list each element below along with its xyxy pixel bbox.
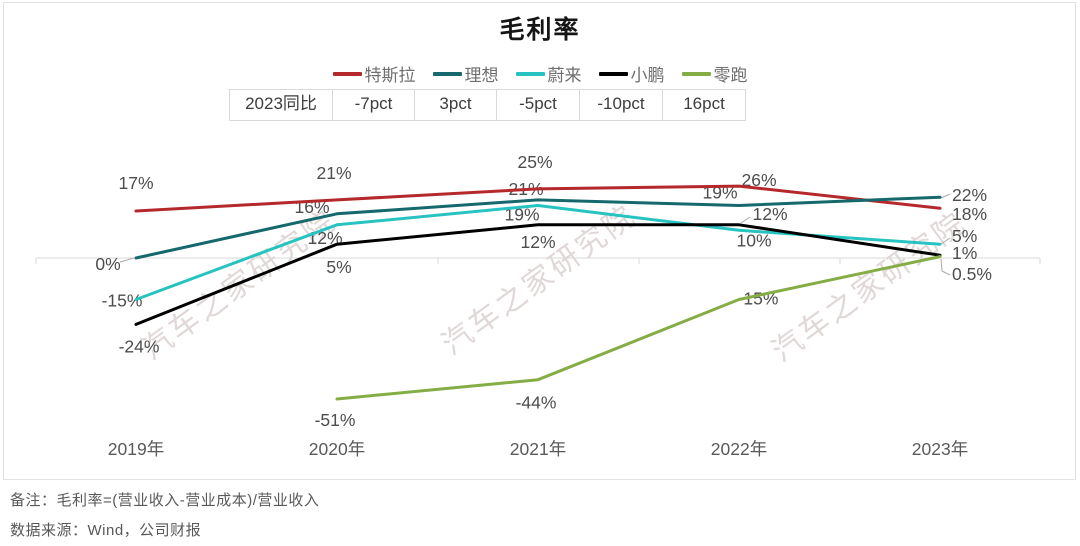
data-label-tesla: 26% xyxy=(741,170,776,190)
legend-swatch-tesla xyxy=(332,71,362,76)
data-label-nio: 10% xyxy=(736,230,771,250)
yoy-header-cell: 2023同比 xyxy=(230,90,333,120)
data-label-leapmotor: -51% xyxy=(315,410,356,430)
note-formula: 备注：毛利率=(营业收入-营业成本)/营业收入 xyxy=(10,492,320,509)
series-line-lixiang xyxy=(134,195,942,260)
x-axis-label: 2020年 xyxy=(309,439,365,459)
data-label-lixiang: 0% xyxy=(95,254,120,274)
x-axis-label: 2019年 xyxy=(108,439,164,459)
yoy-cell-xpeng: -10pct xyxy=(580,90,663,120)
label-connector xyxy=(119,257,135,263)
yoy-cell-tesla: -7pct xyxy=(333,90,415,120)
label-connector xyxy=(940,193,951,199)
label-connector xyxy=(940,237,951,245)
legend-label: 小鹏 xyxy=(630,66,665,85)
label-connector xyxy=(740,216,751,224)
data-label-tesla: 25% xyxy=(517,152,552,172)
legend-swatch-lixiang xyxy=(432,71,462,76)
legend: 特斯拉 理想 蔚来 小鹏 零跑 xyxy=(0,61,1080,86)
legend-item-tesla[interactable]: 特斯拉 xyxy=(332,61,416,86)
data-label-xpeng: 12% xyxy=(520,232,555,252)
x-axis-label: 2021年 xyxy=(510,439,566,459)
note-source: 数据来源：Wind，公司财报 xyxy=(10,522,202,539)
legend-item-leapmotor[interactable]: 零跑 xyxy=(681,61,748,86)
data-label-leapmotor: -44% xyxy=(516,393,557,413)
legend-swatch-leapmotor xyxy=(681,71,711,76)
yoy-cell-nio: -5pct xyxy=(497,90,580,120)
data-label-xpeng: 5% xyxy=(326,257,351,277)
line-chart: 汽车之家研究院 汽车之家研究院 汽车之家研究院17%21%25%26%18%0%16… xyxy=(35,152,1041,459)
legend-label: 理想 xyxy=(464,66,499,85)
yoy-comparison-table: 2023同比 -7pct 3pct -5pct -10pct 16pct xyxy=(229,89,746,121)
series-line-xpeng xyxy=(134,223,942,326)
label-connector xyxy=(940,258,951,276)
data-label-nio: 19% xyxy=(504,205,539,225)
data-label-xpeng: 12% xyxy=(752,204,787,224)
data-label-tesla: 21% xyxy=(316,163,351,183)
data-label-tesla: 17% xyxy=(118,173,153,193)
legend-label: 蔚来 xyxy=(547,66,582,85)
series-line-leapmotor xyxy=(335,255,942,401)
data-label-lixiang-2023: 22% xyxy=(952,185,987,205)
data-label-nio-2023: 5% xyxy=(952,226,977,246)
legend-item-lixiang[interactable]: 理想 xyxy=(432,61,499,86)
data-label-xpeng-2023: 1% xyxy=(952,243,977,263)
data-label-tesla-2023: 18% xyxy=(952,204,987,224)
yoy-cell-lixiang: 3pct xyxy=(415,90,497,120)
data-label-leapmotor-2023: 0.5% xyxy=(952,264,992,284)
legend-swatch-xpeng xyxy=(598,71,628,76)
legend-swatch-nio xyxy=(515,71,545,76)
x-axis-label: 2022年 xyxy=(711,439,767,459)
legend-item-nio[interactable]: 蔚来 xyxy=(515,61,582,86)
legend-label: 特斯拉 xyxy=(364,66,416,85)
legend-label: 零跑 xyxy=(713,66,748,85)
data-label-xpeng: -24% xyxy=(119,336,160,356)
chart-title: 毛利率 xyxy=(499,16,581,44)
series-line-tesla xyxy=(134,184,942,213)
x-axis-label: 2023年 xyxy=(912,439,968,459)
data-label-nio: -15% xyxy=(102,291,143,311)
legend-item-xpeng[interactable]: 小鹏 xyxy=(598,61,665,86)
yoy-cell-leapmotor: 16pct xyxy=(683,94,725,113)
